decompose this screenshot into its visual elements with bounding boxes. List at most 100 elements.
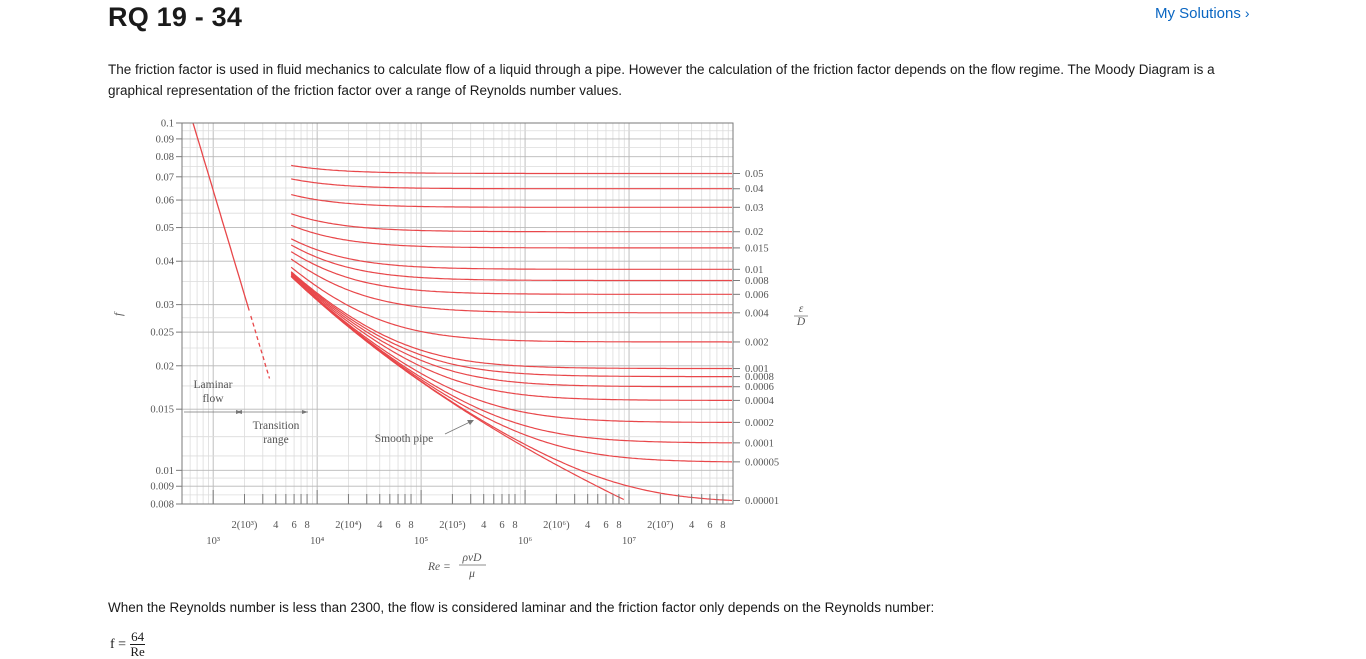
diagram-curves <box>192 122 733 502</box>
x-formula-den: μ <box>468 568 475 580</box>
roughness-label: 0.015 <box>745 243 769 254</box>
y-tick-label: 0.01 <box>156 466 174 477</box>
x-tick-label: 2(10³) <box>232 520 258 531</box>
formula-lhs: f = <box>110 636 127 652</box>
y-tick-label: 0.009 <box>150 482 174 493</box>
transition-range-arrow-left <box>236 410 242 414</box>
x-axis-ticks: 2(10³) 4 6 8 2(10⁴) 4 6 8 2(10⁵) 4 6 8 2(10⁶) 4 6 8 2(10… <box>206 490 726 547</box>
roughness-curve <box>291 194 732 208</box>
roughness-curve <box>290 272 732 378</box>
roughness-curve <box>290 273 732 388</box>
roughness-label: 0.00005 <box>745 457 779 468</box>
y-tick-label: 0.03 <box>156 300 174 311</box>
y-tick-label: 0.1 <box>161 119 174 130</box>
roughness-curve <box>290 275 732 444</box>
roughness-curve <box>290 266 732 343</box>
x-tick-label: 4 <box>689 520 695 531</box>
roughness-label: 0.00001 <box>745 496 779 507</box>
x-tick-label: 2(10⁵) <box>439 520 466 531</box>
x-tick-label: 4 <box>481 520 487 531</box>
page-title: RQ 19 - 34 <box>108 2 243 32</box>
x-tick-label: 4 <box>585 520 591 531</box>
roughness-label: 0.0004 <box>745 396 775 407</box>
transition-label-line1: Transition <box>253 420 300 432</box>
x-tick-label: 4 <box>273 520 279 531</box>
moody-diagram-svg: 0.1 0.09 0.08 0.07 0.06 0.05 0.04 0.03 0.025 0.02… <box>113 119 808 580</box>
roughness-curve <box>290 251 732 295</box>
y-tick-label: 0.06 <box>156 196 174 207</box>
roughness-curve <box>290 224 732 249</box>
x-tick-label: 8 <box>408 520 413 531</box>
laminar-label-line2: flow <box>202 393 224 405</box>
roughness-label: 0.001 <box>745 364 769 375</box>
y-tick-label: 0.025 <box>150 328 174 339</box>
x-decade-label: 10³ <box>206 536 220 547</box>
roughness-curve <box>290 274 732 401</box>
y-tick-label: 0.02 <box>156 361 174 372</box>
laminar-line <box>192 122 250 311</box>
x-tick-label: 6 <box>603 520 608 531</box>
x-tick-label: 2(10⁷) <box>647 520 674 531</box>
y-axis-ticks: 0.1 0.09 0.08 0.07 0.06 0.05 0.04 0.03 0.025 0.02… <box>150 119 182 511</box>
roughness-label: 0.0006 <box>745 382 774 393</box>
laminar-label-line1: Laminar <box>194 379 233 391</box>
roughness-label: 0.006 <box>745 290 769 301</box>
y-tick-label: 0.05 <box>156 223 174 234</box>
x-tick-label: 6 <box>499 520 504 531</box>
roughness-axis-label-num: ε <box>799 303 804 315</box>
roughness-curve <box>290 275 733 463</box>
moody-diagram: 0.1 0.09 0.08 0.07 0.06 0.05 0.04 0.03 0.025 0.02… <box>108 112 828 582</box>
roughness-label: 0.04 <box>745 184 764 195</box>
x-tick-label: 6 <box>291 520 296 531</box>
smooth-pipe-arrow <box>444 420 473 435</box>
laminar-dashed-extension <box>250 315 271 379</box>
diagram-grid <box>182 122 733 505</box>
intro-paragraph: The friction factor is used in fluid mec… <box>108 62 1215 98</box>
my-solutions-link[interactable]: My Solutions › <box>1155 5 1250 22</box>
roughness-curve <box>290 275 732 423</box>
smooth-pipe-curve <box>290 275 625 501</box>
roughness-curve <box>291 178 732 190</box>
x-tick-label: 6 <box>395 520 400 531</box>
y-tick-label: 0.008 <box>150 500 174 511</box>
x-tick-label: 8 <box>512 520 517 531</box>
formula-numerator: 64 <box>130 629 146 645</box>
x-decade-label: 10⁷ <box>622 536 637 547</box>
roughness-curve <box>291 213 732 233</box>
x-formula-lhs: Re = <box>427 561 451 573</box>
y-tick-label: 0.09 <box>156 134 174 145</box>
roughness-label: 0.002 <box>745 337 769 348</box>
my-solutions-label: My Solutions <box>1155 5 1241 22</box>
y-tick-label: 0.04 <box>156 257 175 268</box>
roughness-curve <box>291 164 732 175</box>
roughness-label: 0.008 <box>745 276 769 287</box>
y-tick-label: 0.07 <box>156 172 174 183</box>
roughness-label: 0.0002 <box>745 418 774 429</box>
x-formula-num: ρvD <box>462 552 483 564</box>
roughness-label: 0.02 <box>745 227 763 238</box>
x-decade-label: 10⁴ <box>310 536 325 547</box>
roughness-curve <box>290 238 732 270</box>
roughness-label: 0.0008 <box>745 372 774 383</box>
transition-label-line2: range <box>263 434 289 446</box>
y-tick-label: 0.08 <box>156 152 174 163</box>
smooth-pipe-label: Smooth pipe <box>375 433 433 445</box>
smooth-pipe-arrowhead <box>467 420 474 425</box>
roughness-label: 0.03 <box>745 203 763 214</box>
roughness-axis-label-den: D <box>796 316 806 328</box>
x-tick-label: 8 <box>304 520 309 531</box>
roughness-label: 0.0001 <box>745 438 774 449</box>
x-tick-label: 8 <box>720 520 725 531</box>
roughness-label: 0.01 <box>745 265 763 276</box>
formula-denominator: Re <box>130 644 145 659</box>
x-decade-label: 10⁵ <box>414 536 429 547</box>
x-tick-label: 8 <box>616 520 621 531</box>
roughness-curve <box>290 244 732 282</box>
roughness-curve <box>290 258 732 314</box>
y-tick-label: 0.015 <box>150 405 174 416</box>
roughness-curve <box>290 271 732 370</box>
x-decade-label: 10⁶ <box>518 536 533 547</box>
x-tick-label: 6 <box>707 520 712 531</box>
diagram-frame <box>181 122 734 505</box>
x-tick-label: 2(10⁶) <box>543 520 570 531</box>
